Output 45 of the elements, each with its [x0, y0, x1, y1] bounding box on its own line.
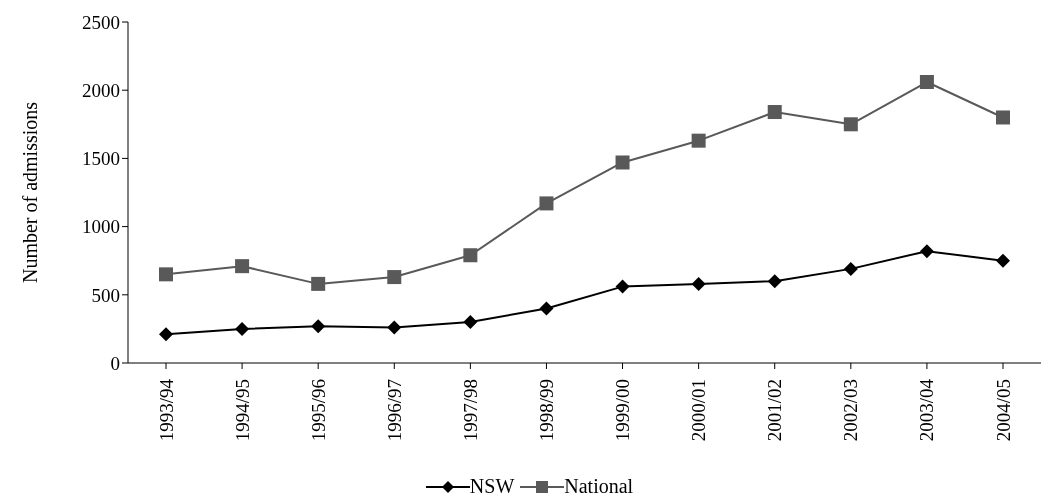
point [843, 117, 858, 132]
point [311, 319, 326, 334]
point [691, 276, 706, 291]
point [996, 253, 1010, 268]
x-tick-label: 1993/94 [155, 378, 177, 442]
x-tick-label: 1994/95 [231, 379, 253, 442]
x-tick-label: 2001/02 [764, 379, 786, 442]
point [387, 270, 402, 285]
point [615, 155, 630, 170]
y-tick-label: 500 [91, 284, 120, 306]
x-tick-label: 2004/05 [992, 379, 1014, 442]
legend-label: National [564, 475, 634, 498]
x-tick-label: 2003/04 [916, 378, 938, 442]
x-tick-label: 1995/96 [307, 379, 329, 442]
y-tick-label: 2500 [82, 11, 120, 33]
point [615, 279, 630, 294]
x-tick-label: 2002/03 [840, 379, 862, 442]
point [767, 274, 782, 289]
x-tick-label: 2000/01 [688, 379, 710, 442]
point [463, 315, 478, 330]
point [235, 259, 250, 274]
point [919, 244, 934, 259]
y-tick-label: 1000 [82, 216, 120, 238]
point [159, 267, 173, 282]
y-tick-label: 1500 [82, 148, 120, 170]
x-tick-label: 1998/99 [535, 379, 557, 442]
point [387, 320, 402, 335]
point [539, 301, 554, 316]
y-tick-label: 0 [110, 352, 120, 374]
x-tick-label: 1999/00 [612, 379, 634, 442]
y-tick-label: 2000 [82, 79, 120, 101]
legend-label: NSW [469, 475, 515, 498]
point [463, 248, 478, 263]
y-axis-title: Number of admissions [19, 101, 42, 284]
point [235, 321, 250, 336]
point [996, 110, 1010, 125]
point [767, 105, 782, 120]
point [691, 133, 706, 148]
point [311, 276, 326, 291]
point [539, 196, 554, 211]
x-tick-label: 1997/98 [459, 379, 481, 442]
point [919, 75, 934, 90]
point [843, 261, 858, 276]
x-tick-label: 1996/97 [383, 379, 405, 442]
point [159, 327, 173, 342]
